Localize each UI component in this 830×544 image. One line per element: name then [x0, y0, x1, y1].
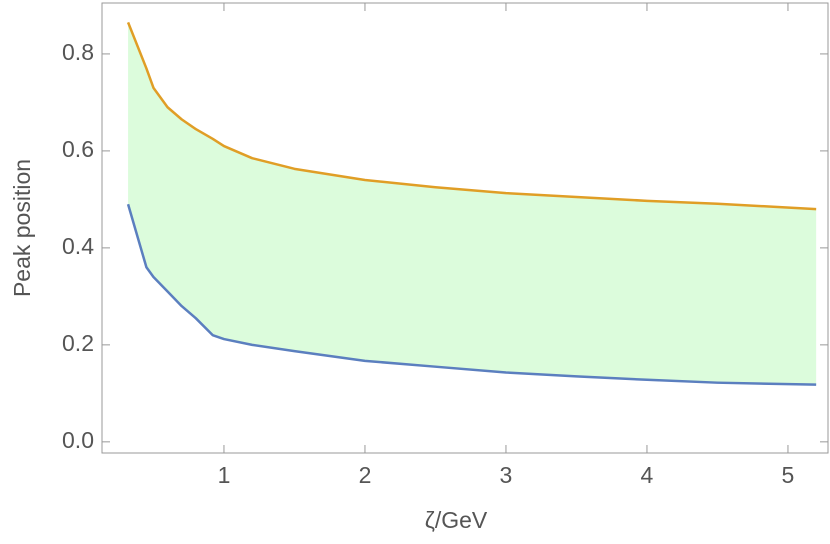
x-tick-label: 5: [782, 462, 795, 488]
line: [126, 21, 817, 211]
y-tick-label: 0.4: [62, 233, 94, 259]
x-tick-label: 1: [218, 462, 231, 488]
y-tick-label: 0.2: [62, 330, 94, 356]
plot-frame: [101, 2, 829, 454]
y-tick-label: 0.6: [62, 136, 94, 162]
y-tick-label: 0.0: [62, 427, 94, 453]
line: [126, 203, 817, 386]
y-tick-label: 0.8: [62, 39, 94, 65]
y-axis-label: Peak position: [9, 159, 35, 297]
x-tick-label: 3: [500, 462, 513, 488]
band-fill: [128, 22, 817, 385]
x-tick-label: 2: [359, 462, 372, 488]
x-axis-label: ζ/GeV: [425, 507, 488, 533]
x-tick-label: 4: [641, 462, 654, 488]
